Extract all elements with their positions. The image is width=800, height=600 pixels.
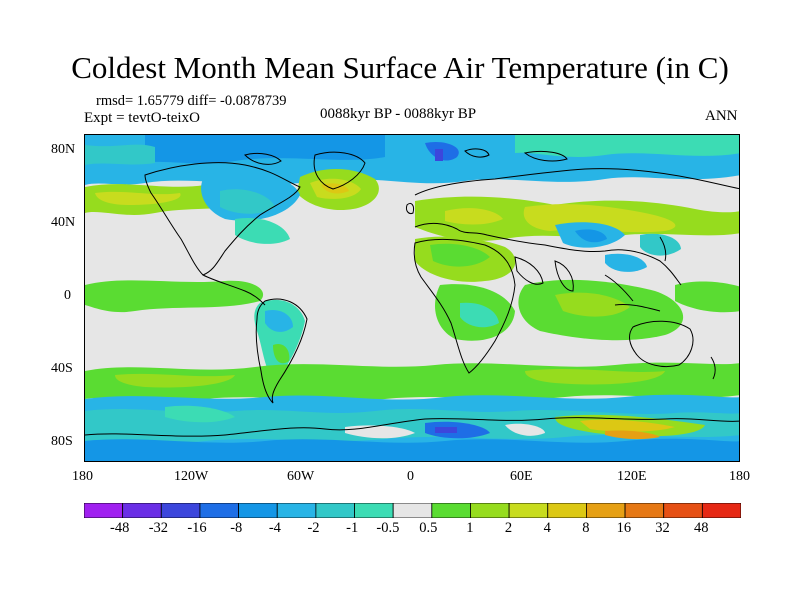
colorbar-box <box>586 503 626 518</box>
lon-label-60e: 60E <box>510 469 533 484</box>
colorbar-label: -0.5 <box>376 520 400 536</box>
colorbar-label: -1 <box>346 520 359 536</box>
lon-label-120e: 120E <box>617 469 647 484</box>
colorbar-box <box>276 503 317 518</box>
colorbar-label: 16 <box>616 520 632 536</box>
lon-label-60w: 60W <box>287 469 315 484</box>
experiment-text: Expt = tevtO-teixO <box>84 110 200 126</box>
colorbar-box <box>508 503 549 518</box>
colorbar-box <box>238 503 278 518</box>
lon-label-180e: 180 <box>729 469 750 484</box>
colorbar-label: 8 <box>582 520 590 536</box>
lat-label-80s: 80S <box>51 434 73 449</box>
colorbar-box <box>663 503 703 518</box>
lat-label-40s: 40S <box>51 361 73 376</box>
colorbar-box <box>122 503 162 518</box>
stats-text: rmsd= 1.65779 diff= -0.0878739 <box>96 93 287 109</box>
colorbar-box <box>354 503 394 518</box>
temperature-map <box>84 134 740 462</box>
colorbar-label: -48 <box>110 520 130 536</box>
colorbar-label: -8 <box>230 520 243 536</box>
colorbar-label: 0.5 <box>419 520 438 536</box>
colorbar-box <box>547 503 587 518</box>
colorbar-label: 1 <box>466 520 474 536</box>
colorbar-box <box>315 503 355 518</box>
colorbar-label: -2 <box>307 520 320 536</box>
colorbar-box <box>199 503 239 518</box>
lon-label-120w: 120W <box>174 469 209 484</box>
lat-label-40n: 40N <box>51 215 76 230</box>
lat-label-0: 0 <box>64 288 71 303</box>
lat-label-80n: 80N <box>51 142 76 157</box>
colorbar-box <box>470 503 510 518</box>
colorbar <box>84 503 741 518</box>
colorbar-box <box>701 503 741 518</box>
colorbar-label: -32 <box>148 520 169 536</box>
colorbar-box <box>84 503 124 518</box>
plot-title: Coldest Month Mean Surface Air Temperatu… <box>71 50 729 85</box>
colorbar-label: 4 <box>543 520 551 536</box>
colorbar-label: -16 <box>187 520 207 536</box>
colorbar-label: -4 <box>268 520 281 536</box>
season-text: ANN <box>705 108 738 124</box>
period-text: 0088kyr BP - 0088kyr BP <box>320 106 477 122</box>
map-field <box>85 135 739 461</box>
colorbar-label: 32 <box>655 520 670 536</box>
lon-label-180w: 180 <box>72 469 93 484</box>
colorbar-box <box>392 503 433 518</box>
colorbar-box <box>431 503 471 518</box>
colorbar-label: 2 <box>504 520 513 536</box>
colorbar-box <box>160 503 201 518</box>
colorbar-box <box>624 503 665 518</box>
lon-label-0: 0 <box>407 469 414 484</box>
colorbar-label: 48 <box>693 520 709 536</box>
